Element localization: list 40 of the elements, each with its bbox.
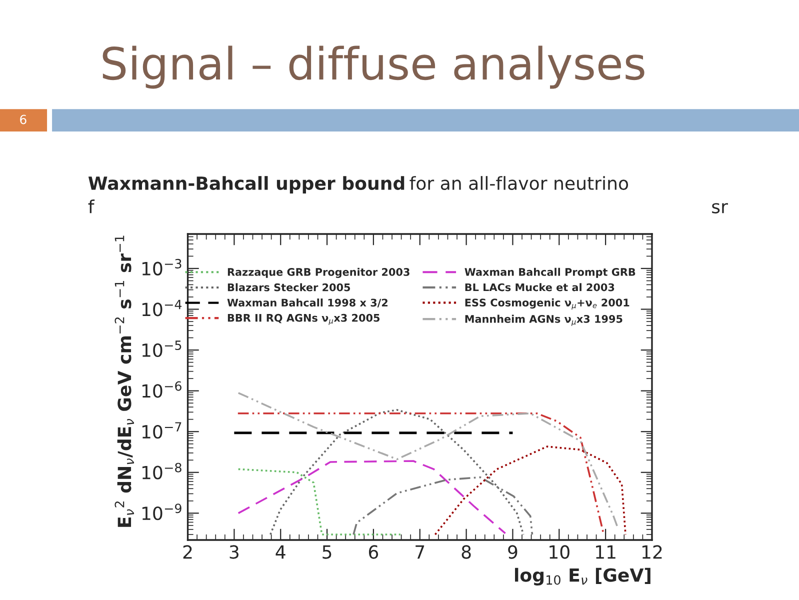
legend-label: Waxman Bahcall Prompt GRB: [464, 268, 636, 278]
line-series: [237, 460, 506, 534]
text: Waxmann-Bahcall upper bound: [88, 176, 404, 194]
text: f: [88, 199, 95, 214]
y-tick-label: 10$^{−5}$: [142, 340, 182, 358]
legend-label: ESS Cosmogenic ν$_{μ}$+ν$_{e}$ 2001: [465, 298, 630, 310]
x-axis-title: log$_{10}$ E$_{ν}$ [GeV]: [515, 568, 650, 586]
x-tick-label: 2: [183, 545, 192, 559]
line-series: [352, 476, 534, 536]
legend-label: Waxman Bahcall 1998 x 3/2: [227, 298, 388, 308]
line-series: [237, 468, 402, 536]
x-tick-label: 6: [368, 545, 378, 559]
legend-label: Razzaque GRB Progenitor 2003: [228, 268, 410, 278]
text: sr: [712, 203, 728, 214]
y-tick-label: 10$^{−3}$: [142, 258, 182, 276]
x-tick-label: 11: [596, 545, 616, 559]
y-tick-label: 10$^{−9}$: [142, 504, 182, 520]
legend-label: Blazars Stecker 2005: [228, 283, 350, 292]
y-tick-label: 10$^{−8}$: [142, 462, 182, 480]
text: for an all-flavor neutrino: [410, 176, 628, 190]
x-tick-label: 4: [276, 545, 286, 559]
line-series: [237, 392, 618, 528]
x-tick-label: 9: [508, 545, 518, 559]
text: E$_{ν}$$^{2}$ dN$_{ν}$/dE$_{ν}$ GeV cm$^{−2}$ s$^{−1}$ sr$^{−1}$: [114, 236, 134, 527]
y-tick-label: 10$^{−7}$: [142, 422, 182, 439]
y-tick-label: 10$^{−6}$: [142, 381, 182, 398]
x-tick-label: 12: [642, 545, 662, 559]
x-tick-label: 7: [416, 545, 424, 559]
x-tick-label: 3: [230, 545, 238, 559]
line-series: [269, 409, 524, 536]
legend-label: BL LACs Mucke et al 2003: [465, 283, 614, 292]
x-tick-label: 5: [322, 545, 332, 559]
y-tick-label: 10$^{−4}$: [142, 300, 182, 316]
text: 6: [20, 114, 26, 124]
x-tick-label: 8: [462, 545, 471, 559]
chart-title: Signal – diffuse analyses: [102, 46, 644, 89]
line-series: [434, 446, 626, 536]
legend-label: Mannheim AGNs ν$_{μ}$x3 1995: [465, 314, 622, 326]
legend-label: BBR II RQ AGNs ν$_{μ}$x3 2005: [228, 314, 380, 325]
x-tick-label: 10: [550, 545, 570, 559]
